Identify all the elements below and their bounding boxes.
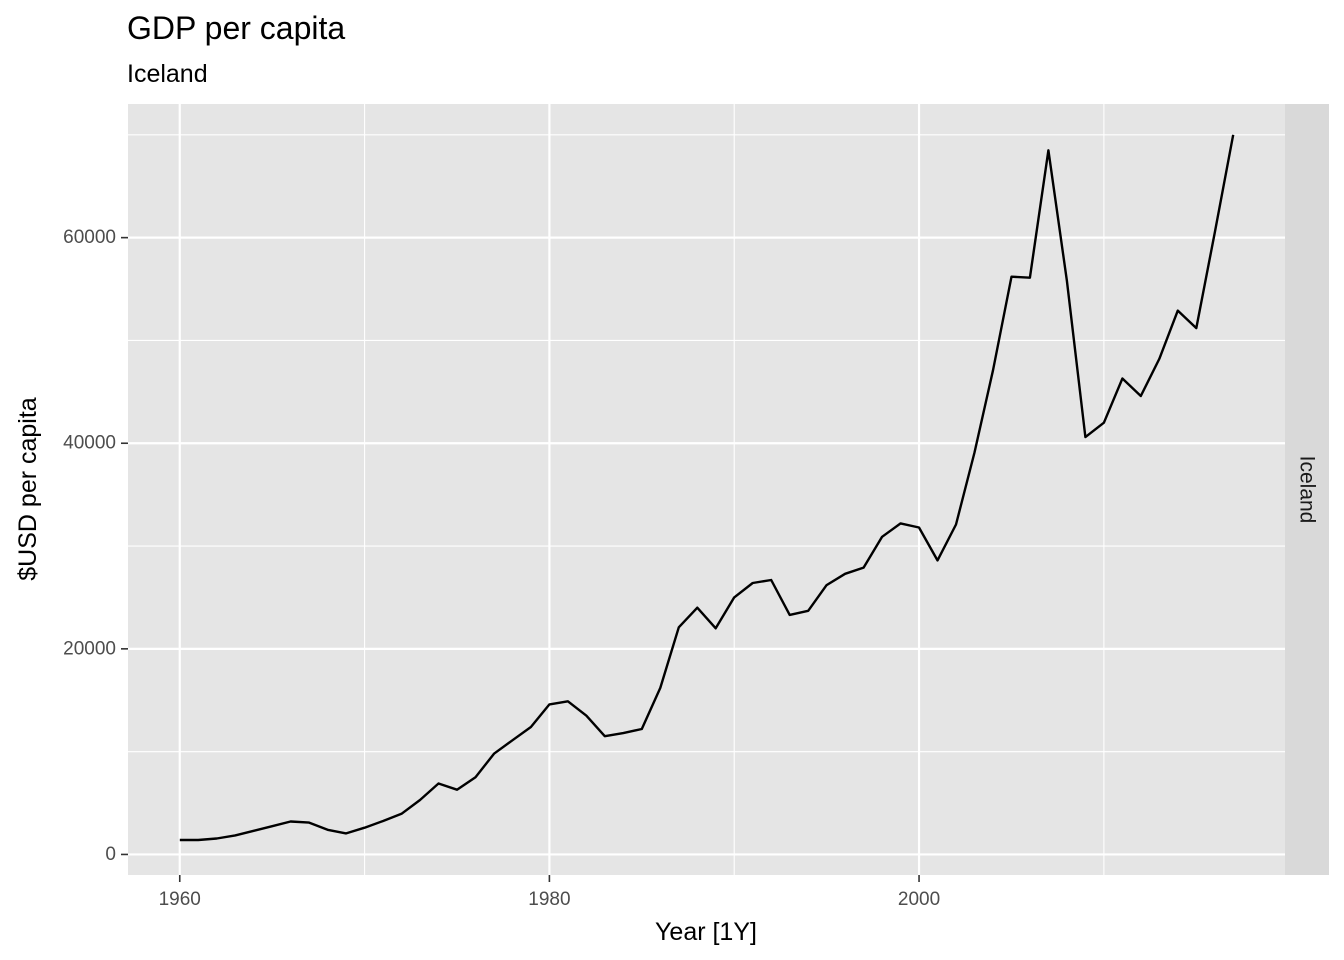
y-axis-ticks: 0 20000 40000 60000 [63,227,128,865]
facet-strip-label: Iceland [1296,456,1319,524]
x-axis-ticks: 1960 1980 2000 [159,875,940,910]
y-tick-label: 20000 [63,638,116,659]
major-gridlines [128,104,1285,875]
facet-strip [1285,104,1329,875]
minor-gridlines [128,104,1285,875]
y-tick-label: 40000 [63,433,116,454]
y-tick-label: 60000 [63,227,116,248]
x-tick-label: 1960 [159,889,201,910]
x-tick-label: 1980 [528,889,570,910]
gdp-line [179,134,1235,842]
plot-panel [128,104,1285,875]
x-tick-label: 2000 [898,889,940,910]
y-tick-label: 0 [105,844,116,865]
chart-title: GDP per capita [127,10,345,46]
y-axis-title: $USD per capita [14,397,42,581]
x-axis-title: Year [1Y] [655,918,757,946]
chart-subtitle: Iceland [127,60,208,88]
